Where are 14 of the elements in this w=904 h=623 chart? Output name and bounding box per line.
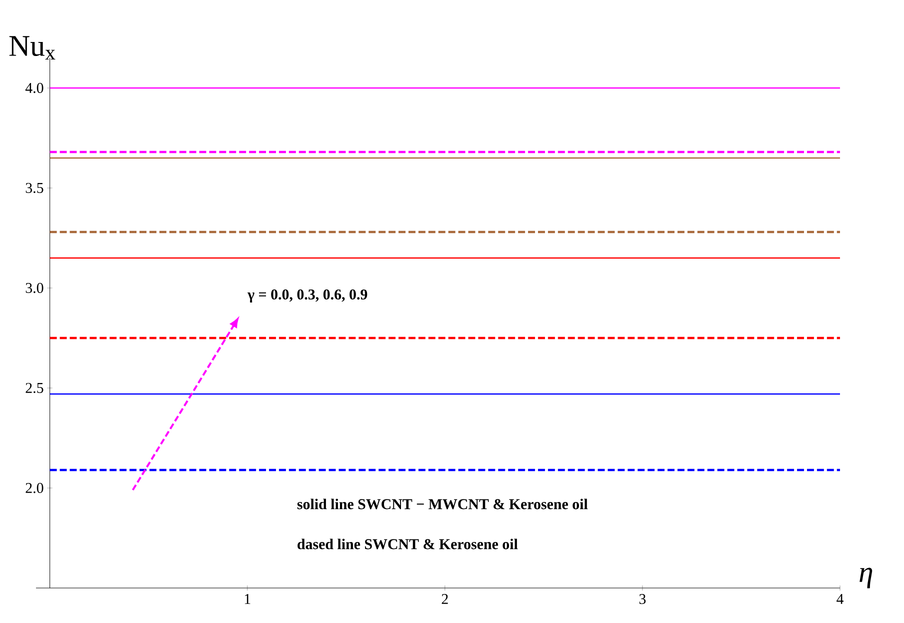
y-tick-label: 4.0	[25, 82, 44, 94]
x-tick-label: 1	[244, 594, 250, 604]
x-tick-label: 4	[836, 594, 844, 604]
y-tick-label: 2.0	[26, 482, 44, 494]
y-tick-label: 3.0	[26, 282, 44, 294]
y-tick-label: 3.5	[26, 182, 44, 194]
x-tick-label: 3	[639, 594, 646, 604]
annotation: dased line SWCNT & Kerosene oil	[298, 538, 518, 550]
y-tick-label: 2.5	[26, 382, 44, 394]
x-tick-label: 2	[442, 594, 448, 604]
annotation: γ = 0.0, 0.3, 0.6, 0.9	[247, 289, 368, 303]
annotation: solid line SWCNT − MWCNT & Kerosene oil	[297, 498, 588, 510]
x-axis-title: η	[860, 568, 872, 588]
y-axis-title: Nu$_{x}$	[9, 36, 56, 60]
